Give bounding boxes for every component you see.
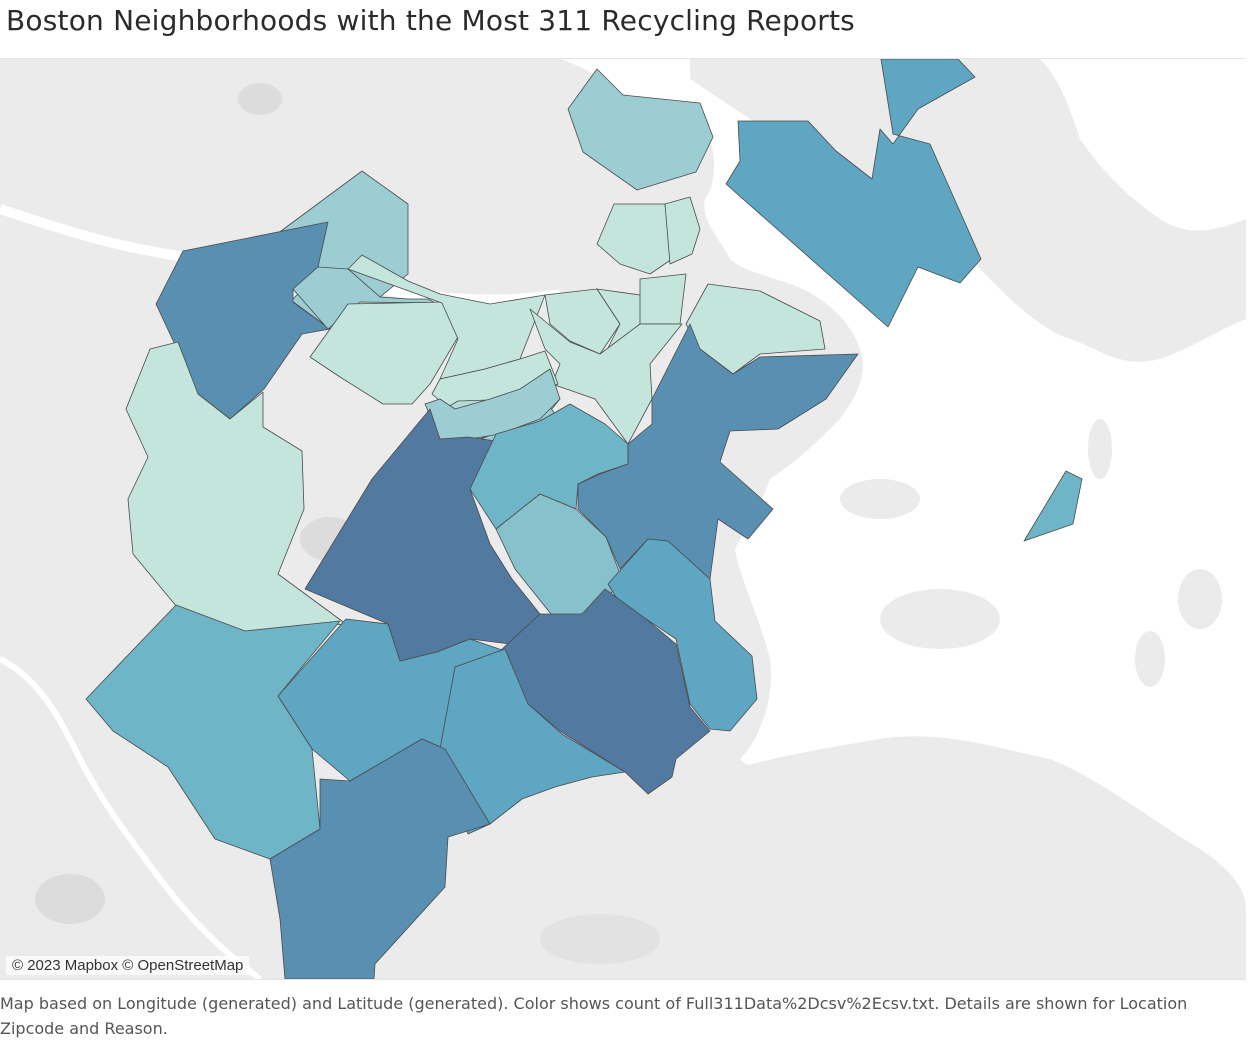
zone-back-bay[interactable]: [347, 254, 546, 380]
zone-south-boston[interactable]: [577, 323, 859, 580]
island: [880, 589, 1000, 649]
zone-newton-corner[interactable]: [125, 341, 347, 632]
park: [540, 914, 660, 964]
map-title: Boston Neighborhoods with the Most 311 R…: [6, 4, 855, 37]
zone-hyde-park[interactable]: [269, 738, 491, 979]
island: [1135, 631, 1165, 687]
zone-financial[interactable]: [639, 273, 687, 325]
zone-east-boston[interactable]: [725, 59, 982, 328]
land-south: [700, 736, 1246, 979]
park: [238, 83, 282, 115]
island: [1088, 419, 1112, 479]
park: [35, 874, 105, 924]
land-northeast: [690, 59, 1246, 362]
map-canvas[interactable]: [0, 59, 1246, 979]
zone-harbor-island[interactable]: [1023, 470, 1083, 542]
zone-dorchester[interactable]: [607, 538, 758, 732]
choropleth-map[interactable]: © 2023 Mapbox © OpenStreetMap: [0, 58, 1246, 980]
zone-fenway[interactable]: [309, 301, 459, 405]
zone-dorchester-center[interactable]: [499, 588, 711, 795]
island: [1178, 569, 1222, 629]
zone-west-roxbury[interactable]: [85, 604, 341, 860]
map-caption: Map based on Longitude (generated) and L…: [0, 994, 1188, 1038]
river: [0, 656, 262, 979]
map-attribution[interactable]: © 2023 Mapbox © OpenStreetMap: [6, 956, 250, 975]
island: [840, 479, 920, 519]
zone-mattapan[interactable]: [439, 648, 626, 835]
zone-north-end[interactable]: [664, 196, 701, 265]
zone-charlestown[interactable]: [567, 68, 714, 191]
